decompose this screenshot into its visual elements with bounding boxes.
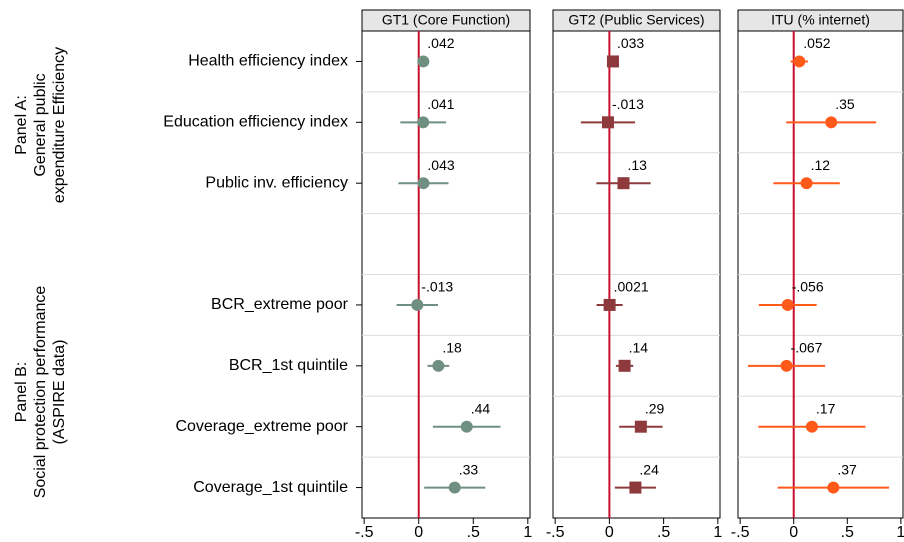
marker — [618, 359, 631, 372]
value-label: .14 — [629, 340, 649, 356]
value-label: .12 — [811, 157, 831, 173]
panel-label: (ASPIRE data) — [51, 340, 68, 445]
x-tick-label: 0 — [789, 524, 798, 541]
marker — [793, 55, 806, 68]
x-tick-label: 0 — [414, 524, 423, 541]
marker — [805, 420, 818, 433]
x-tick-label: .5 — [657, 524, 670, 541]
x-tick-label: -.5 — [546, 524, 565, 541]
x-tick-label: 0 — [605, 524, 614, 541]
value-label: .0021 — [614, 279, 649, 295]
panel-label: Social protection performance — [32, 286, 49, 499]
value-label: .052 — [803, 35, 830, 51]
marker — [800, 177, 813, 190]
marker — [617, 177, 630, 190]
panel-label: Panel A: — [13, 95, 30, 155]
value-label: .043 — [427, 157, 454, 173]
marker — [601, 116, 614, 129]
marker — [781, 298, 794, 311]
value-label: -.067 — [791, 340, 823, 356]
value-label: .042 — [427, 35, 454, 51]
marker — [634, 420, 647, 433]
panel-label: General public — [32, 73, 49, 176]
marker — [417, 177, 430, 190]
y-tick-label: Public inv. efficiency — [205, 174, 348, 191]
value-label: .29 — [645, 400, 665, 416]
marker — [448, 481, 461, 494]
marker — [432, 359, 445, 372]
value-label: .041 — [427, 96, 454, 112]
x-tick-label: 1 — [713, 524, 722, 541]
marker — [417, 55, 430, 68]
panel-label: expenditure Efficiency — [51, 47, 68, 203]
marker — [606, 55, 619, 68]
value-label: -.013 — [421, 279, 453, 295]
x-tick-label: .5 — [467, 524, 480, 541]
y-tick-label: Health efficiency index — [188, 53, 348, 70]
x-tick-label: 1 — [523, 524, 532, 541]
marker — [460, 420, 473, 433]
marker — [825, 116, 838, 129]
value-label: .033 — [617, 35, 644, 51]
y-tick-label: BCR_extreme poor — [211, 296, 349, 313]
marker — [603, 298, 616, 311]
marker — [827, 481, 840, 494]
x-tick-label: -.5 — [731, 524, 750, 541]
x-tick-label: .5 — [841, 524, 854, 541]
panel-label: Panel B: — [13, 362, 30, 422]
y-tick-label: Coverage_extreme poor — [175, 418, 348, 435]
value-label: .17 — [816, 400, 836, 416]
value-label: .35 — [835, 96, 855, 112]
marker — [411, 298, 424, 311]
panel-title: ITU (% internet) — [771, 12, 870, 28]
x-tick-label: -.5 — [355, 524, 374, 541]
value-label: .37 — [837, 461, 857, 477]
y-tick-label: Coverage_1st quintile — [193, 479, 348, 496]
y-tick-label: BCR_1st quintile — [229, 357, 348, 374]
marker — [417, 116, 430, 129]
marker — [780, 359, 793, 372]
value-label: .44 — [471, 400, 491, 416]
y-tick-label: Education efficiency index — [163, 114, 348, 131]
x-tick-label: 1 — [896, 524, 904, 541]
value-label: -.013 — [612, 96, 644, 112]
value-label: -.056 — [792, 279, 824, 295]
value-label: .33 — [459, 461, 479, 477]
panel-title: GT1 (Core Function) — [382, 12, 510, 28]
value-label: .13 — [627, 157, 647, 173]
panel-title: GT2 (Public Services) — [568, 12, 704, 28]
value-label: .24 — [639, 461, 659, 477]
marker — [629, 481, 642, 494]
value-label: .18 — [442, 340, 462, 356]
